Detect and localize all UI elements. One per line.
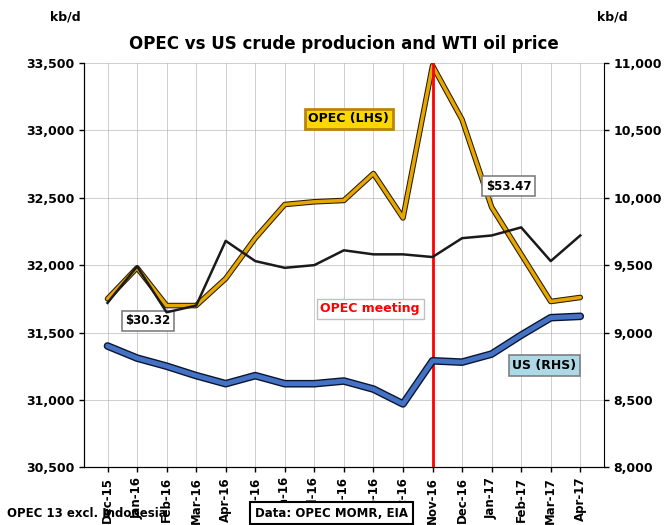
Title: OPEC vs US crude producion and WTI oil price: OPEC vs US crude producion and WTI oil p…: [129, 35, 559, 53]
Text: US (RHS): US (RHS): [512, 359, 576, 372]
Text: Data: OPEC MOMR, EIA: Data: OPEC MOMR, EIA: [255, 507, 408, 520]
Text: OPEC 13 excl. Indonesia: OPEC 13 excl. Indonesia: [7, 507, 166, 520]
Text: kb/d: kb/d: [50, 10, 81, 24]
Text: $30.32: $30.32: [125, 314, 170, 328]
Text: kb/d: kb/d: [597, 10, 627, 24]
Text: OPEC meeting: OPEC meeting: [320, 302, 420, 316]
Text: OPEC (LHS): OPEC (LHS): [309, 112, 389, 125]
Text: $53.47: $53.47: [486, 180, 531, 193]
